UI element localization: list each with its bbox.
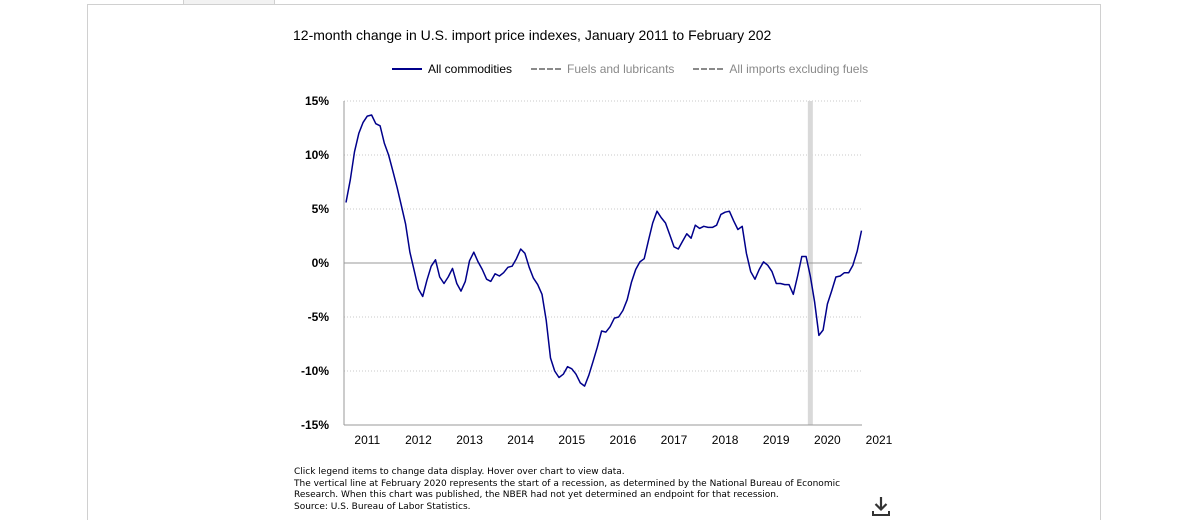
legend-swatch-dashed — [531, 68, 562, 70]
chart-notes: Click legend items to change data displa… — [294, 467, 854, 513]
legend-swatch-solid — [392, 68, 422, 70]
legend-label: All imports excluding fuels — [729, 62, 869, 76]
y-tick-label: -15% — [301, 418, 329, 432]
legend-item-all-commodities[interactable]: All commodities — [392, 62, 512, 76]
tab-stub[interactable] — [183, 0, 275, 5]
y-tick-label: 10% — [305, 148, 329, 162]
legend-swatch-longdash — [693, 68, 724, 70]
x-tick-label: 2012 — [405, 433, 432, 447]
y-tick-label: 0% — [312, 256, 330, 270]
y-tick-label: 5% — [312, 202, 330, 216]
legend-item-imports-excluding-fuels[interactable]: All imports excluding fuels — [693, 62, 868, 76]
chart-frame — [87, 4, 1101, 520]
note-line: The vertical line at February 2020 repre… — [294, 478, 841, 489]
x-tick-label: 2020 — [814, 433, 841, 447]
chart-title: 12-month change in U.S. import price ind… — [293, 27, 772, 43]
y-tick-label: -5% — [308, 310, 330, 324]
x-tick-label: 2018 — [712, 433, 739, 447]
download-button[interactable] — [872, 496, 890, 516]
note-line: Source: U.S. Bureau of Labor Statistics. — [294, 501, 471, 512]
x-tick-label: 2011 — [354, 433, 380, 447]
note-line: Research. When this chart was published,… — [294, 490, 779, 501]
y-tick-label: -10% — [301, 364, 329, 378]
y-tick-label: 15% — [305, 94, 329, 108]
x-tick-label: 2016 — [610, 433, 637, 447]
download-icon — [872, 497, 890, 516]
x-tick-label: 2019 — [763, 433, 790, 447]
legend-label: Fuels and lubricants — [567, 62, 675, 76]
x-tick-label: 2013 — [456, 433, 483, 447]
note-line: Click legend items to change data displa… — [294, 467, 625, 477]
series-line-all-commodities — [345, 114, 863, 387]
legend-label: All commodities — [428, 62, 513, 76]
chart-legend: All commodities Fuels and lubricants All… — [392, 61, 887, 77]
x-tick-label: 2017 — [661, 433, 688, 447]
x-tick-label: 2021 — [866, 433, 893, 447]
x-tick-label: 2014 — [507, 433, 534, 447]
legend-item-fuels-and-lubricants[interactable]: Fuels and lubricants — [531, 62, 674, 76]
x-tick-label: 2015 — [558, 433, 585, 447]
